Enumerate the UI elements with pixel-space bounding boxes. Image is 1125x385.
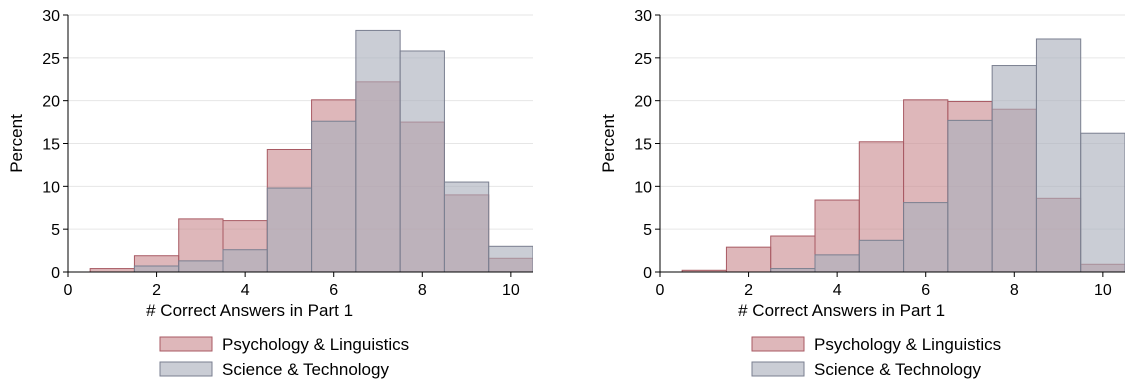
y-axis-title: Percent bbox=[599, 114, 618, 173]
y-tick-label: 10 bbox=[634, 179, 652, 196]
x-tick-label: 8 bbox=[1010, 282, 1019, 299]
bar-science-technology bbox=[903, 202, 949, 273]
bar-science-technology bbox=[443, 181, 490, 273]
x-tick-label: 4 bbox=[833, 282, 842, 299]
y-tick-label: 15 bbox=[634, 137, 652, 154]
x-tick-label: 2 bbox=[152, 282, 161, 299]
bar-psychology-linguistics bbox=[89, 268, 135, 273]
y-tick-label: 20 bbox=[634, 94, 652, 111]
histogram-panel-left: 0 5 10 15 20 25 30 0 2 4 6 8 10 # Correct Answers in … bbox=[7, 8, 533, 379]
legend-label: Science & Technology bbox=[222, 360, 389, 379]
bar-science-technology bbox=[222, 249, 268, 273]
legend-swatch-psychology-linguistics bbox=[159, 336, 213, 352]
y-tick-label: 5 bbox=[643, 222, 652, 239]
y-tick-label: 25 bbox=[634, 51, 652, 68]
x-tick-label: 8 bbox=[418, 282, 427, 299]
bar-psychology-linguistics bbox=[725, 246, 772, 273]
bar-science-technology bbox=[1035, 38, 1082, 273]
bar-science-technology bbox=[266, 187, 313, 273]
x-axis-title: # Correct Answers in Part 1 bbox=[738, 301, 945, 320]
x-tick-label: 2 bbox=[744, 282, 753, 299]
y-tick-label: 25 bbox=[42, 51, 60, 68]
x-tick-label: 4 bbox=[241, 282, 250, 299]
y-tick-label: 15 bbox=[42, 137, 60, 154]
legend-swatch-psychology-linguistics bbox=[751, 336, 805, 352]
bar-psychology-linguistics bbox=[770, 235, 816, 273]
bar-science-technology bbox=[991, 65, 1037, 273]
legend-swatch-science-technology bbox=[751, 361, 805, 377]
y-axis-title: Percent bbox=[7, 114, 26, 173]
x-tick-label: 10 bbox=[1094, 282, 1112, 299]
bar-science-technology bbox=[133, 265, 180, 273]
y-tick-label: 0 bbox=[51, 265, 60, 282]
bar-science-technology bbox=[488, 245, 533, 273]
y-tick-label: 0 bbox=[643, 265, 652, 282]
bar-science-technology bbox=[947, 119, 993, 273]
legend-label: Psychology & Linguistics bbox=[222, 335, 409, 354]
legend-label: Science & Technology bbox=[814, 360, 981, 379]
x-tick-label: 6 bbox=[921, 282, 930, 299]
x-tick-label: 0 bbox=[656, 282, 665, 299]
legend-label: Psychology & Linguistics bbox=[814, 335, 1001, 354]
x-tick-label: 6 bbox=[329, 282, 338, 299]
x-tick-label: 0 bbox=[64, 282, 73, 299]
x-axis-title: # Correct Answers in Part 1 bbox=[146, 301, 353, 320]
bar-science-technology bbox=[1080, 132, 1125, 273]
bar-science-technology bbox=[311, 120, 357, 273]
y-tick-label: 10 bbox=[42, 179, 60, 196]
y-tick-label: 30 bbox=[634, 8, 652, 25]
bar-science-technology bbox=[399, 50, 445, 273]
y-tick-label: 30 bbox=[42, 8, 60, 25]
y-tick-label: 20 bbox=[42, 94, 60, 111]
bar-science-technology bbox=[770, 268, 816, 273]
bar-science-technology bbox=[858, 239, 905, 273]
bar-science-technology bbox=[178, 260, 224, 273]
x-tick-label: 10 bbox=[502, 282, 520, 299]
bar-science-technology bbox=[355, 29, 401, 273]
legend-swatch-science-technology bbox=[159, 361, 213, 377]
y-tick-label: 5 bbox=[51, 222, 60, 239]
bar-science-technology bbox=[814, 254, 860, 273]
histogram-panel-right: 0 5 10 15 20 25 30 0 2 4 6 8 10 # Correct Answers in … bbox=[599, 8, 1125, 379]
